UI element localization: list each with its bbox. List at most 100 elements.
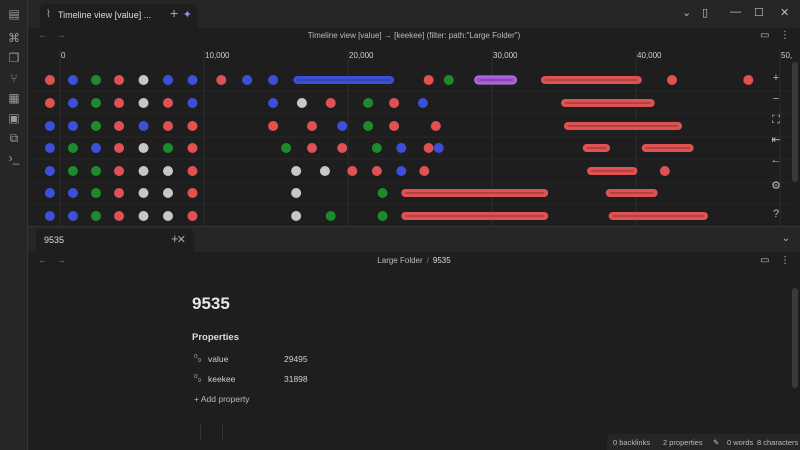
settings-gear-icon[interactable]: ⚙ xyxy=(771,180,781,192)
tab-list-chevron-icon[interactable]: ⌄ xyxy=(682,7,692,19)
timeline-point[interactable] xyxy=(419,166,430,176)
add-property-button[interactable]: + Add property xyxy=(194,394,250,404)
timeline-point[interactable] xyxy=(296,98,307,108)
property-key[interactable]: keekee xyxy=(208,374,236,384)
timeline-point[interactable] xyxy=(417,98,428,108)
status-properties[interactable]: 2 properties xyxy=(663,438,703,447)
back-button[interactable]: ← xyxy=(770,154,782,166)
timeline-point[interactable] xyxy=(91,143,101,153)
forward-arrow-icon[interactable]: → xyxy=(56,30,66,41)
properties-heading[interactable]: Properties xyxy=(192,332,239,343)
timeline-point[interactable] xyxy=(363,98,374,108)
timeline-point[interactable] xyxy=(138,188,149,198)
timeline-point[interactable] xyxy=(319,166,330,176)
status-backlinks[interactable]: 0 backlinks xyxy=(613,438,651,447)
timeline-point[interactable] xyxy=(291,211,302,221)
timeline-point[interactable] xyxy=(423,75,434,85)
timeline-point[interactable] xyxy=(187,211,198,221)
timeline-point[interactable] xyxy=(187,98,198,108)
note-title[interactable]: 9535 xyxy=(192,294,230,313)
terminal-icon[interactable]: ›_ xyxy=(8,151,20,165)
timeline-point[interactable] xyxy=(337,143,348,153)
timeline-point[interactable] xyxy=(268,75,279,85)
timeline-canvas[interactable]: 0 10,000 20,000 30,000 40,000 50,000 xyxy=(28,46,792,226)
timeline-point[interactable] xyxy=(216,75,227,85)
timeline-point[interactable] xyxy=(138,211,149,221)
help-icon[interactable]: ? xyxy=(772,208,780,220)
property-key[interactable]: value xyxy=(208,354,229,364)
timeline-point[interactable] xyxy=(667,75,677,85)
timeline-point[interactable] xyxy=(91,188,101,198)
timeline-point[interactable] xyxy=(138,75,149,85)
back-arrow-icon[interactable]: ← xyxy=(38,255,48,266)
zoom-out-button[interactable]: − xyxy=(772,93,780,105)
timeline-point[interactable] xyxy=(337,121,348,131)
timeline-point[interactable] xyxy=(114,98,125,108)
timeline-point[interactable] xyxy=(138,98,149,108)
timeline-point[interactable] xyxy=(377,211,388,221)
reading-mode-icon[interactable]: ▭ xyxy=(760,30,770,41)
timeline-point[interactable] xyxy=(67,166,78,176)
zoom-in-button[interactable]: + xyxy=(772,72,780,84)
timeline-scrollbar[interactable] xyxy=(792,62,798,182)
timeline-point[interactable] xyxy=(91,75,101,85)
copy-icon[interactable]: ⧉ xyxy=(9,131,19,145)
timeline-point[interactable] xyxy=(187,166,198,176)
git-icon[interactable]: ⑂ xyxy=(10,71,18,85)
timeline-point[interactable] xyxy=(91,166,101,176)
breadcrumb-folder[interactable]: Large Folder xyxy=(377,256,423,265)
files-icon[interactable]: ❐ xyxy=(8,51,20,65)
timeline-point[interactable] xyxy=(242,75,253,85)
maximize-button[interactable]: ☐ xyxy=(754,7,764,19)
timeline-point[interactable] xyxy=(138,121,149,131)
timeline-point[interactable] xyxy=(396,143,407,153)
timeline-point[interactable] xyxy=(377,188,388,198)
timeline-point[interactable] xyxy=(114,188,125,198)
timeline-point[interactable] xyxy=(114,143,125,153)
timeline-point[interactable] xyxy=(443,75,454,85)
timeline-point[interactable] xyxy=(91,98,101,108)
sidebar-toggle-icon[interactable]: ▤ xyxy=(8,7,20,21)
timeline-point[interactable] xyxy=(430,121,441,131)
property-value[interactable]: 31898 xyxy=(284,374,308,384)
timeline-point[interactable] xyxy=(67,143,78,153)
timeline-point[interactable] xyxy=(44,166,55,176)
grid-icon[interactable]: ▦ xyxy=(8,91,20,105)
new-tab-button[interactable]: + xyxy=(170,5,179,21)
timeline-point[interactable] xyxy=(659,166,670,176)
property-row[interactable]: ⁰₉ value 29495 xyxy=(192,352,492,368)
jump-start-button[interactable]: ⇤ xyxy=(771,134,781,146)
timeline-point[interactable] xyxy=(307,121,317,131)
timeline-point[interactable] xyxy=(163,143,173,153)
timeline-point[interactable] xyxy=(138,143,149,153)
property-value[interactable]: 29495 xyxy=(284,354,308,364)
timeline-point[interactable] xyxy=(433,143,444,153)
timeline-point[interactable] xyxy=(396,166,407,176)
timeline-point[interactable] xyxy=(163,211,173,221)
timeline-point[interactable] xyxy=(743,75,754,85)
edit-pencil-icon[interactable]: ✎ xyxy=(713,438,720,447)
fit-view-button[interactable]: ⛶ xyxy=(772,114,780,126)
timeline-point[interactable] xyxy=(114,75,125,85)
timeline-point[interactable] xyxy=(325,211,336,221)
timeline-point[interactable] xyxy=(187,75,198,85)
timeline-point[interactable] xyxy=(163,188,173,198)
pin-icon[interactable]: ✦ xyxy=(182,9,192,21)
timeline-point[interactable] xyxy=(268,98,279,108)
timeline-point[interactable] xyxy=(187,121,198,131)
timeline-point[interactable] xyxy=(389,121,400,131)
minimize-button[interactable]: — xyxy=(730,6,741,18)
breadcrumb-note[interactable]: 9535 xyxy=(432,256,451,265)
timeline-point[interactable] xyxy=(67,75,78,85)
timeline-point[interactable] xyxy=(114,121,125,131)
timeline-point[interactable] xyxy=(347,166,358,176)
timeline-point[interactable] xyxy=(91,121,101,131)
timeline-point[interactable] xyxy=(163,75,173,85)
timeline-point[interactable] xyxy=(44,75,55,85)
timeline-point[interactable] xyxy=(371,166,382,176)
new-tab-button[interactable]: + xyxy=(171,231,179,246)
timeline-point[interactable] xyxy=(363,121,374,131)
note-scrollbar[interactable] xyxy=(792,288,798,388)
timeline-point[interactable] xyxy=(389,98,400,108)
timeline-point[interactable] xyxy=(114,211,125,221)
